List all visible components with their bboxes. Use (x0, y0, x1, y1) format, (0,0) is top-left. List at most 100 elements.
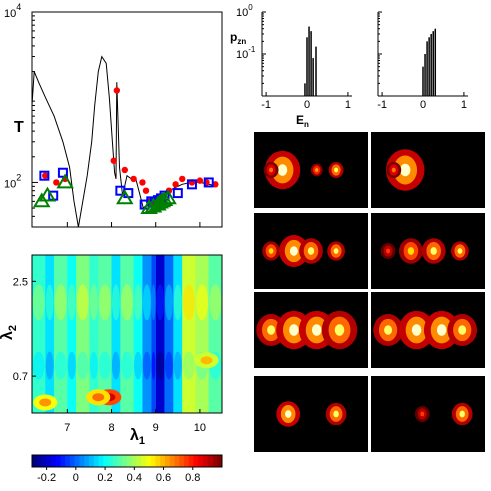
density-blob-core (333, 410, 339, 418)
heatmap-patch (134, 284, 143, 321)
density-blob-core (267, 325, 276, 335)
blue-square-point (186, 179, 197, 190)
heatmap-column (195, 255, 209, 413)
red-circle-point (139, 179, 146, 186)
heatmap-column (164, 255, 174, 413)
density-blob-core (269, 167, 274, 173)
hist-x-tick-label: -1 (377, 99, 387, 111)
density-blob-core (285, 410, 292, 418)
colorbar-segment (93, 455, 99, 467)
heatmap-column (151, 255, 156, 413)
red-circle-point (142, 187, 150, 194)
colorbar-segment (98, 455, 104, 467)
green-triangle-point (153, 192, 172, 208)
heatmap-patch (89, 351, 98, 380)
heatmap-patch (151, 284, 156, 321)
red-circle-point (113, 87, 121, 94)
lambda2-ylabel: λ2 (0, 325, 19, 340)
green-triangle-point (155, 191, 174, 207)
blue-square-point (203, 177, 214, 188)
density-blob-core (400, 163, 411, 177)
heatmap-patch (76, 351, 89, 380)
red-circle-point (42, 172, 49, 179)
density-cell-bg (254, 376, 368, 452)
density-cell (254, 132, 368, 208)
density-cell (371, 376, 485, 452)
density-blob-core (407, 247, 415, 255)
colorbar-segment (160, 455, 166, 467)
heatmap-patch (142, 351, 151, 380)
colorbar-segment (41, 455, 47, 467)
hist-tick-base: 10 (236, 7, 248, 19)
hist-x-tick-label: 0 (420, 99, 426, 111)
density-cell (254, 292, 368, 368)
density-blob-core (420, 411, 425, 417)
colorbar-tick-label: 0.8 (185, 472, 200, 484)
heatmap-patch (182, 284, 195, 321)
colorbar-segment (165, 455, 171, 467)
heatmap-y-tick-label: 2.5 (13, 276, 28, 288)
density-blob-core (333, 248, 339, 254)
lambda1-xlabel: λ1 (130, 427, 145, 447)
heatmap-patch (98, 284, 111, 321)
colorbar-segment (103, 455, 109, 467)
colorbar-segment (51, 455, 57, 467)
colorbar-segment (203, 455, 209, 467)
heatmap-column (208, 255, 222, 413)
t-tick-base: 10 (4, 8, 16, 20)
heatmap-patch (182, 351, 195, 380)
heatmap-patch (76, 284, 89, 321)
red-circle-point (172, 181, 179, 188)
red-circle-point (130, 175, 137, 183)
heatmap-column (155, 255, 165, 413)
density-blob-core (289, 324, 299, 336)
heatmap-patch (209, 284, 222, 321)
heatmap-column (173, 255, 183, 413)
heatmap-patch (54, 351, 67, 380)
lambda-heatmap-panel: 7 8 9 10 2.5 0.7 λ1 λ2 -0.2 0 0.2 0.4 0.6 0.8 (0, 254, 223, 484)
red-circle-point (53, 179, 60, 186)
heatmap-patch (165, 351, 173, 380)
density-cell (371, 132, 485, 208)
colorbar-segment (65, 455, 71, 467)
colorbar-segment (169, 455, 175, 467)
colorbar-tick-label: 0.6 (156, 472, 171, 484)
colorbar-segment (79, 455, 85, 467)
heatmap-hot-core (92, 393, 105, 402)
heatmap-patch (98, 351, 111, 380)
heatmap-x-tick-label: 9 (153, 422, 159, 434)
heatmap-patch (121, 351, 133, 380)
heatmap-column (120, 255, 134, 413)
density-blob-core (391, 167, 396, 173)
hist-x-tick-label: 1 (461, 99, 467, 111)
green-triangle-point (159, 189, 177, 205)
heatmap-frame (31, 254, 223, 414)
hist-tick-base: 10 (236, 49, 248, 61)
heatmap-hot-core (39, 398, 52, 407)
colorbar-segment (60, 455, 66, 467)
colorbar-segment (84, 455, 90, 467)
green-triangle-point (56, 173, 74, 189)
heatmap-column (76, 255, 90, 413)
density-blob-core (458, 325, 467, 335)
hist-y-tick-label: 100 (236, 3, 253, 19)
heatmap-patch (134, 351, 143, 380)
heatmap-column (32, 255, 46, 413)
density-blob-core (268, 248, 274, 254)
t-tick-exp: 2 (16, 172, 21, 182)
colorbar-segment (127, 455, 133, 467)
pzn-panel-right: -1 0 1 (377, 11, 468, 111)
t-tick-label: 102 (4, 172, 21, 190)
red-circle-point (110, 157, 117, 164)
density-blob-core (386, 248, 391, 254)
density-blob-core (289, 246, 298, 256)
density-blob-core (430, 247, 437, 255)
colorbar-segment (32, 455, 38, 467)
heatmap-column (67, 255, 77, 413)
colorbar-tick-label: -0.2 (37, 472, 56, 484)
heatmap-patch (151, 351, 156, 380)
t-tick-exp: 4 (16, 2, 21, 12)
colorbar-segment (155, 455, 161, 467)
